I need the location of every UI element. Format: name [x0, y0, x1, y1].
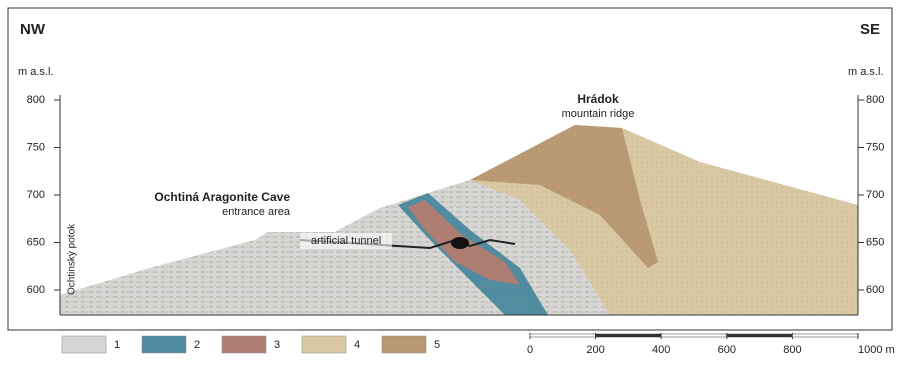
right-unit: m a.s.l. — [848, 66, 883, 78]
legend-label: 1 — [114, 339, 120, 351]
tick-label: 650 — [27, 236, 45, 248]
geology — [60, 95, 858, 315]
cave-name: Ochtiná Aragonite Cave — [154, 190, 290, 204]
scale-label: 0 — [527, 344, 533, 356]
legend-swatch — [222, 336, 266, 353]
legend-swatch — [302, 336, 346, 353]
scale-segment — [792, 334, 858, 337]
tunnel-label: artificial tunnel — [311, 235, 381, 247]
legend-label: 4 — [354, 339, 360, 351]
scale-label: 800 — [783, 344, 801, 356]
legend-label: 3 — [274, 339, 280, 351]
ridge-desc: mountain ridge — [562, 108, 635, 120]
se: SE — [860, 21, 880, 38]
scale-segment — [596, 334, 662, 337]
tick-label: 600 — [866, 284, 884, 296]
legend-label: 5 — [434, 339, 440, 351]
scale-label: 1000 m — [858, 344, 895, 356]
tick-label: 750 — [866, 141, 884, 153]
scale-segment — [530, 334, 596, 337]
tick-label: 700 — [27, 189, 45, 201]
scale-label: 400 — [652, 344, 670, 356]
nw: NW — [20, 21, 46, 38]
tick-label: 800 — [27, 94, 45, 106]
scale-segment — [727, 334, 793, 337]
tick-label: 600 — [27, 284, 45, 296]
scale-label: 200 — [586, 344, 604, 356]
tick-label: 750 — [27, 141, 45, 153]
left-unit: m a.s.l. — [18, 66, 53, 78]
texture — [60, 125, 858, 315]
ridge-name: Hrádok — [577, 92, 619, 106]
legend-swatch — [142, 336, 186, 353]
tick-label: 800 — [866, 94, 884, 106]
tick-label: 650 — [866, 236, 884, 248]
scale-segment — [661, 334, 727, 337]
cave — [451, 237, 469, 249]
tick-label: 700 — [866, 189, 884, 201]
legend-swatch — [382, 336, 426, 353]
stream-label: Ochtinský potok — [67, 223, 78, 295]
cross-section: NW SE m a.s.l. m a.s.l. Hrádok mountain … — [0, 0, 900, 360]
legend-label: 2 — [194, 339, 200, 351]
scale-label: 600 — [718, 344, 736, 356]
cave-desc: entrance area — [222, 206, 291, 218]
legend-swatch — [62, 336, 106, 353]
